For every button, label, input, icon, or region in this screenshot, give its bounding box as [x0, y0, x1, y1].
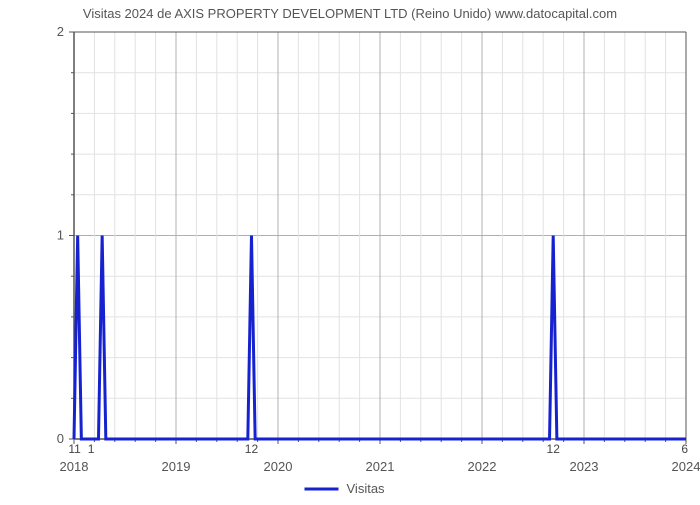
- y-axis-label: 2: [57, 24, 64, 39]
- x-axis-label: 2021: [366, 459, 395, 474]
- y-axis-label: 0: [57, 431, 64, 446]
- x-axis-label: 2022: [468, 459, 497, 474]
- x-data-label: 12: [547, 442, 561, 456]
- x-data-label: 6: [681, 442, 688, 456]
- x-axis-label: 2018: [60, 459, 89, 474]
- x-data-label: 1: [88, 442, 95, 456]
- x-axis-label: 2023: [570, 459, 599, 474]
- legend-label: Visitas: [347, 481, 386, 496]
- x-data-label: 12: [245, 442, 259, 456]
- x-axis-label: 2019: [162, 459, 191, 474]
- y-axis-label: 1: [57, 228, 64, 243]
- x-axis-label: 2020: [264, 459, 293, 474]
- x-axis-label: 2024: [672, 459, 700, 474]
- x-data-label: 11: [68, 442, 81, 456]
- chart-title: Visitas 2024 de AXIS PROPERTY DEVELOPMEN…: [83, 6, 617, 21]
- visits-chart: 012111121262018201920202021202220232024V…: [0, 0, 700, 500]
